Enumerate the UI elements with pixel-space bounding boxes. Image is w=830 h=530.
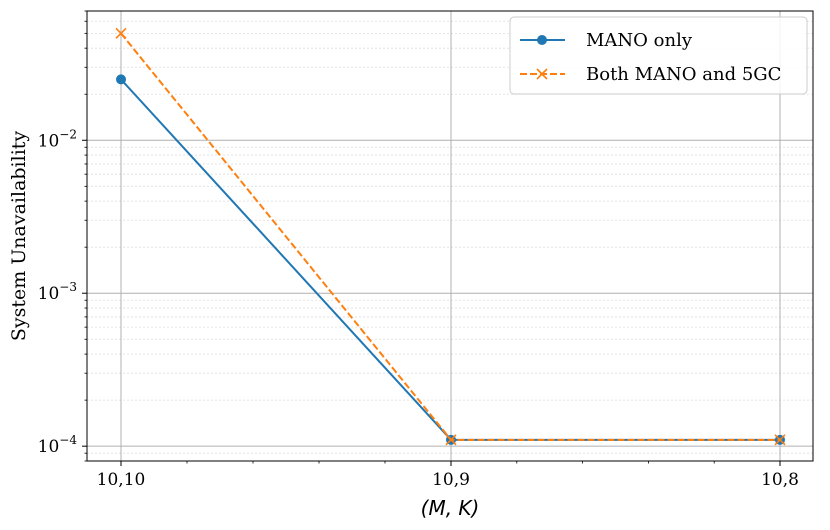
plot-area-frame [86,10,814,462]
x-tick-label: 10,8 [761,470,799,490]
y-tick-label: 10−4 [38,433,78,457]
legend-marker-1 [537,35,547,45]
legend-label-1: MANO only [586,30,693,51]
y-tick-label: 10−2 [38,127,77,151]
data-point-marker [115,27,127,39]
y-tick-label: 10−3 [38,280,77,304]
legend-label-2: Both MANO and 5GC [586,64,781,85]
data-point-marker [445,434,457,446]
series-layer [115,27,786,446]
legend: MANO only Both MANO and 5GC [509,16,808,95]
x-tick-label: 10,9 [432,470,470,490]
axis-layer: 10−4 10−3 10−2 10,10 10,9 10,8 [38,10,799,490]
data-point-marker [774,434,786,446]
x-axis-label: (M, K) [421,496,480,520]
x-tick-label: 10,10 [97,470,146,490]
y-axis-label: System Unavailability [8,131,30,342]
legend-marker-2 [536,68,548,80]
legend-box [509,16,808,95]
data-point-marker [116,74,126,85]
